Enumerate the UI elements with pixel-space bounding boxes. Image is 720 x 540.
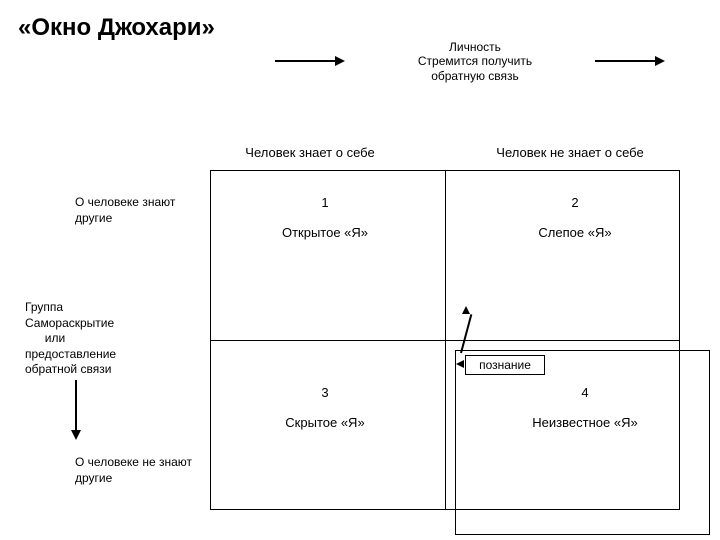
- cell-3-num: 3: [300, 385, 350, 400]
- cell-2-num: 2: [550, 195, 600, 210]
- top-arrow-left: [275, 60, 335, 62]
- cell-1-num: 1: [300, 195, 350, 210]
- side-l5: обратной связи: [25, 362, 145, 378]
- cell-2-label: Слепое «Я»: [500, 225, 650, 240]
- top-arrow-right-head: [655, 56, 665, 66]
- center-box: познание: [465, 355, 545, 375]
- col-header-left: Человек знает о себе: [225, 145, 395, 160]
- side-l2: Самораскрытие: [25, 316, 145, 332]
- row-label-top: О человеке знают другие: [75, 195, 205, 226]
- col-header-right: Человек не знает о себе: [470, 145, 670, 160]
- center-box-label: познание: [479, 358, 531, 372]
- side-l4: предоставление: [25, 347, 145, 363]
- side-label-group: Группа Самораскрытие или предоставление …: [25, 300, 145, 378]
- cell-4-num: 4: [560, 385, 610, 400]
- side-arrow: [75, 380, 77, 430]
- grid-hline: [210, 340, 680, 341]
- inner-box: [455, 350, 710, 535]
- row-label-bottom: О человеке не знают другие: [75, 455, 205, 486]
- cell-1-label: Открытое «Я»: [250, 225, 400, 240]
- top-arrow-right: [595, 60, 655, 62]
- side-l1: Группа: [25, 300, 145, 316]
- top-label: Личность Стремится получить обратную свя…: [390, 40, 560, 83]
- top-label-line2: Стремится получить: [390, 54, 560, 68]
- top-label-line3: обратную связь: [390, 69, 560, 83]
- side-l3: или: [25, 331, 85, 347]
- cell-3-label: Скрытое «Я»: [250, 415, 400, 430]
- side-arrow-head: [71, 430, 81, 440]
- top-arrow-left-head: [335, 56, 345, 66]
- arrow-to-box-2-head: [456, 360, 464, 368]
- arrow-to-box-1-head: [462, 306, 470, 314]
- cell-4-label: Неизвестное «Я»: [510, 415, 660, 430]
- diagram-title: «Окно Джохари»: [18, 14, 215, 42]
- top-label-line1: Личность: [390, 40, 560, 54]
